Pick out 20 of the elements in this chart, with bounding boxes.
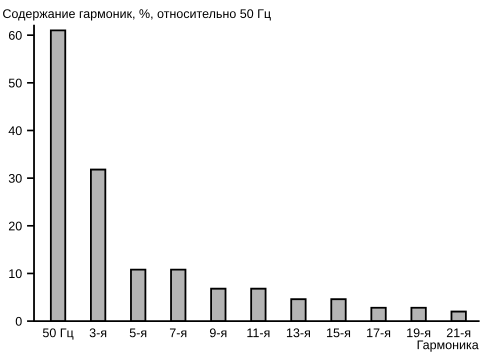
x-tick-label: 19-я xyxy=(407,328,430,338)
x-tick-label: 15-я xyxy=(327,328,350,338)
x-tick-label: 11-я xyxy=(247,328,270,338)
x-tick-label: 5-я xyxy=(130,328,146,338)
y-tick-label: 10 xyxy=(9,269,22,278)
x-tick-label: 13-я xyxy=(286,328,310,338)
x-tick-label: 21-я xyxy=(446,328,470,338)
x-tick-label: 17-я xyxy=(367,328,390,338)
y-tick-label: 20 xyxy=(8,222,22,230)
y-tick-label: 30 xyxy=(8,174,22,183)
x-tick-label: 9-я xyxy=(210,328,226,338)
y-tick-label: 40 xyxy=(8,126,22,136)
x-tick-label: 50 Гц xyxy=(42,328,74,340)
x-tick-label: 3-я xyxy=(90,328,106,338)
y-tick-label: 0 xyxy=(16,316,22,326)
y-tick-label: 50 xyxy=(8,78,22,88)
y-tick-label: 60 xyxy=(8,30,22,40)
x-tick-label: 7-я xyxy=(170,328,186,338)
chart-title: Содержание гармоник, %, относительно 50 Гц xyxy=(3,9,271,21)
x-axis-title: Гармоника xyxy=(418,340,479,352)
